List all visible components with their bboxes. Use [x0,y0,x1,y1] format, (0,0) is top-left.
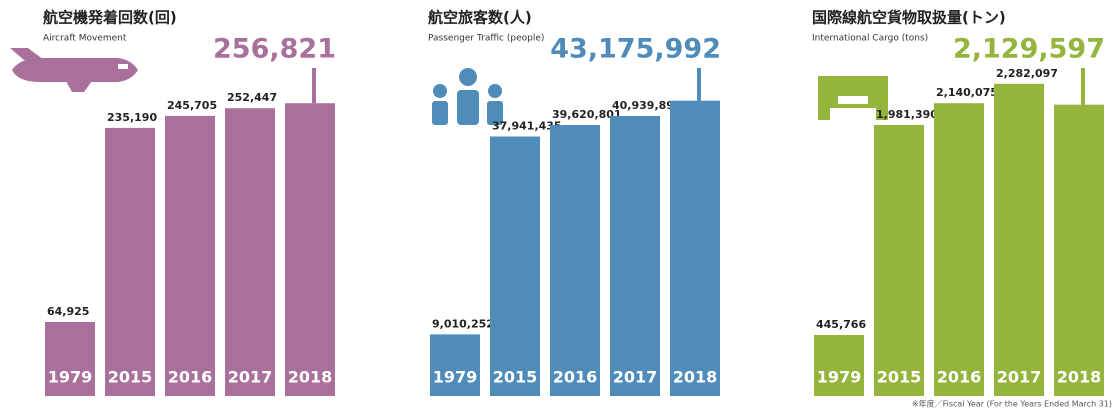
value-label: 9,010,252 [432,317,494,330]
bar [814,335,864,396]
value-label: 37,941,435 [492,119,562,132]
chart-title: 国際線航空貨物取扱量(トン) [812,9,1006,27]
value-label: 245,705 [167,99,217,112]
category-label: 2016 [937,368,982,387]
bar [430,334,480,396]
bar [874,124,924,396]
chart-subtitle: International Cargo (tons) [812,34,928,44]
category-label: 2016 [168,368,213,387]
bar [934,103,984,397]
chart-subtitle: Passenger Traffic (people) [428,34,544,44]
category-label: 1979 [817,368,862,387]
value-label: 2,282,097 [996,67,1058,80]
bar [225,108,275,396]
category-label: 2018 [1057,368,1102,387]
category-label: 2015 [493,368,538,387]
category-label: 1979 [433,368,478,387]
highlight-value-label: 256,821 [213,34,336,65]
people-icon [432,68,503,125]
category-label: 2017 [228,368,273,387]
chart-title: 航空機発着回数(回) [43,9,177,27]
category-label: 1979 [48,368,93,387]
chart-title: 航空旅客数(人) [428,9,532,27]
bar [550,124,600,397]
airplane-icon [10,48,138,92]
bar [45,321,95,396]
value-label: 2,140,075 [936,86,998,99]
value-label: 64,925 [47,305,89,318]
value-label: 1,981,390 [876,108,938,121]
bar [670,100,720,397]
highlight-value-label: 2,129,597 [953,34,1105,65]
bar [994,83,1044,396]
value-label: 252,447 [227,91,277,104]
value-label: 445,766 [816,318,866,331]
bar [165,115,215,396]
category-label: 2017 [997,368,1042,387]
cargo-icon [818,76,888,120]
bar [285,103,335,396]
category-label: 2018 [288,368,333,387]
bar [490,136,540,396]
category-label: 2018 [673,368,718,387]
category-label: 2017 [613,368,658,387]
value-label: 235,190 [107,111,157,124]
category-label: 2016 [553,368,598,387]
footnote: ※年度／Fiscal Year (For the Years Ended Mar… [912,399,1112,409]
value-label: 39,620,801 [552,108,622,121]
bar [610,115,660,396]
highlight-value-label: 43,175,992 [550,34,721,65]
category-label: 2015 [877,368,922,387]
bar [105,127,155,397]
chart-subtitle: Aircraft Movement [43,34,127,44]
value-label: 40,939,895 [612,99,682,112]
category-label: 2015 [108,368,153,387]
bar [1054,104,1104,396]
